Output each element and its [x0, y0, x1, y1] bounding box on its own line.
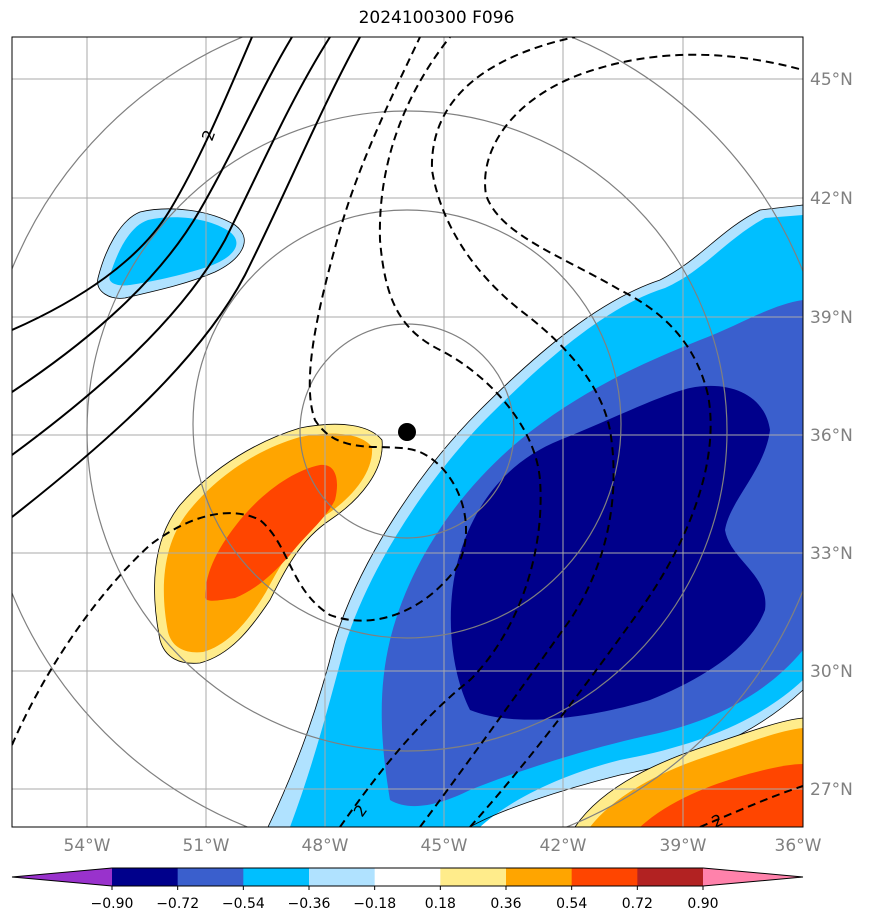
colorbar-bin [177, 868, 244, 886]
lat-label: 39°N [810, 308, 853, 328]
lat-label: 36°N [810, 426, 853, 446]
colorbar-tick-label: 0.90 [687, 896, 718, 912]
lon-label: 54°W [64, 836, 111, 856]
lon-label: 36°W [775, 836, 822, 856]
lon-label: 51°W [183, 836, 230, 856]
colorbar-tick-label: −0.54 [222, 896, 265, 912]
latitude-labels: 45°N 42°N 39°N 36°N 33°N 30°N 27°N [810, 70, 853, 800]
positive-anomaly-corner-region [574, 717, 803, 827]
lon-label: 42°W [540, 836, 587, 856]
colorbar-tick-label: −0.36 [288, 896, 331, 912]
colorbar-bin [440, 868, 507, 886]
solid-contours [12, 37, 361, 518]
colorbar-tick-label: 0.54 [556, 896, 587, 912]
storm-center-marker [398, 423, 416, 441]
lon-label: 39°W [660, 836, 707, 856]
lat-label: 27°N [810, 780, 853, 800]
colorbar-tick-label: 0.36 [490, 896, 521, 912]
colorbar-bin [112, 868, 179, 886]
dashed-contours [12, 37, 803, 827]
colorbar: −0.90 −0.72 −0.54 −0.36 −0.18 0.18 0.36 0.54 0.7… [11, 867, 804, 912]
colorbar-tick-label: 0.72 [622, 896, 653, 912]
colorbar-tick-label: −0.72 [156, 896, 199, 912]
lat-label: 45°N [810, 70, 853, 90]
colorbar-bin [374, 868, 441, 886]
lat-label: 30°N [810, 662, 853, 682]
map-title: 2024100300 F096 [358, 8, 515, 28]
map-panel: 2 2 2 [12, 37, 803, 827]
map-frame [11, 36, 804, 828]
colorbar-bin [243, 868, 310, 886]
colorbar-bin [571, 868, 638, 886]
colorbar-bin [506, 868, 573, 886]
negative-anomaly-region [267, 204, 803, 827]
colorbar-lower-extension [12, 868, 112, 886]
colorbar-bin [637, 868, 704, 886]
lon-label: 48°W [302, 836, 349, 856]
longitude-labels: 54°W 51°W 48°W 45°W 42°W 39°W 36°W [64, 836, 822, 856]
colorbar-bin [309, 868, 376, 886]
lat-label: 33°N [810, 544, 853, 564]
colorbar-tick-label: −0.18 [353, 896, 396, 912]
colorbar-tick-label: −0.90 [91, 896, 134, 912]
contour-label: 2 [198, 127, 219, 143]
colorbar-tick-label: 0.18 [425, 896, 456, 912]
colorbar-upper-extension [703, 868, 803, 886]
lon-label: 45°W [421, 836, 468, 856]
lat-label: 42°N [810, 189, 853, 209]
